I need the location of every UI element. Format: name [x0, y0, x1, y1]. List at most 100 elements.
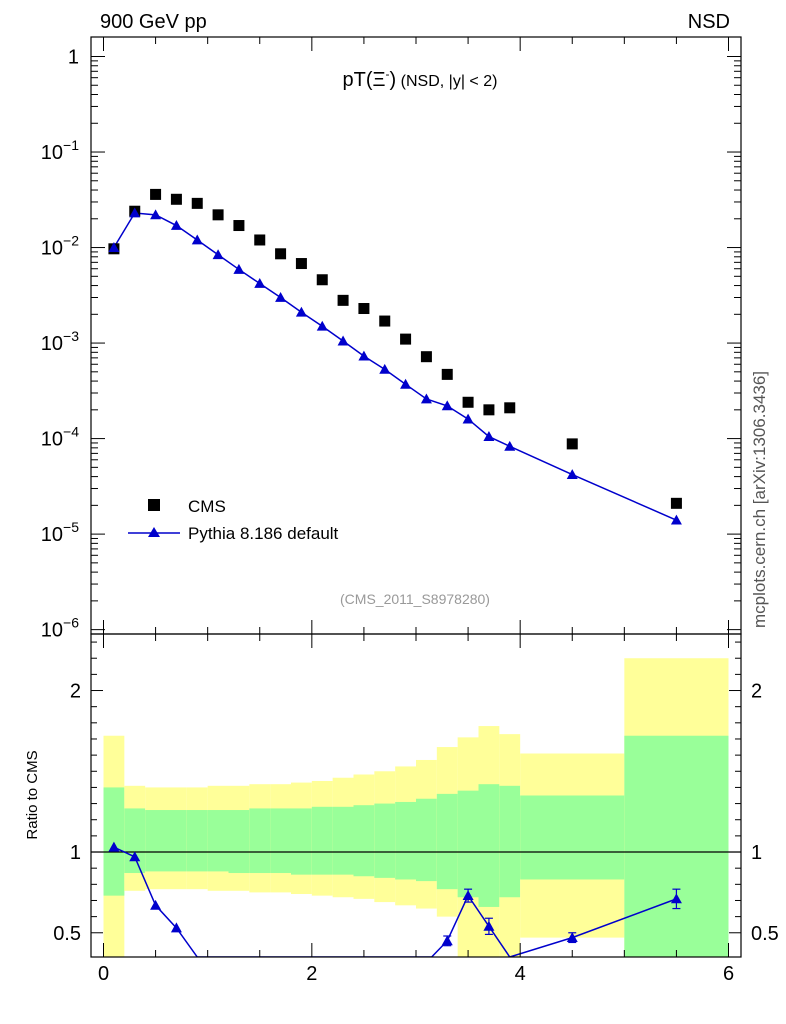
ratio-band-inner: [457, 790, 479, 898]
main-ytick-base: 10: [41, 238, 63, 260]
ratio-panel: 2 2 1 1 0.5 0.5 0 2 4 6: [53, 37, 779, 985]
legend-pythia-label: Pythia 8.186 default: [188, 524, 339, 543]
ratio-band-inner: [291, 808, 312, 875]
main-ytick-exponent: −3: [63, 328, 79, 344]
ratio-band-inner: [520, 795, 625, 880]
ratio-band-inner: [353, 805, 375, 877]
ratio-band-inner: [249, 808, 271, 874]
cms-point: [191, 197, 203, 209]
main-ytick-label: 10−2: [41, 233, 79, 260]
cms-point: [462, 396, 474, 408]
ratio-point: [670, 893, 682, 904]
cms-point: [670, 497, 682, 509]
ratio-ytick-label-left: 1: [70, 842, 81, 864]
ratio-point: [108, 841, 120, 852]
pythia-point: [254, 278, 266, 288]
ratio-bands: [91, 658, 741, 957]
ratio-band-inner: [311, 806, 333, 875]
main-ytick-label: 10−3: [41, 328, 79, 355]
main-ytick-base: 10: [41, 429, 63, 451]
cms-point: [150, 188, 162, 200]
pythia-point: [400, 378, 412, 389]
ratio-ytick-label-left: 2: [70, 681, 81, 703]
ratio-point: [129, 851, 141, 862]
ratio-band-inner: [124, 808, 146, 874]
main-ytick-exponent: −6: [63, 615, 79, 631]
ratio-ytick-label-left: 0.5: [53, 923, 81, 945]
ratio-point: [462, 890, 474, 901]
cms-point: [295, 258, 307, 270]
ratio-point: [483, 920, 495, 931]
xtick-label: 0: [98, 963, 109, 985]
ratio-point: [566, 932, 578, 943]
pythia-point: [108, 242, 120, 252]
pythia-point: [191, 234, 203, 245]
cms-point: [379, 315, 391, 327]
cms-point: [212, 209, 224, 221]
ratio-band-inner: [332, 806, 354, 875]
pythia-point: [316, 320, 328, 331]
pythia-point: [420, 393, 432, 404]
main-ytick-exponent: −1: [63, 137, 79, 153]
title-main: pT(Ξ: [343, 69, 386, 91]
main-ytick-label: 10−6: [41, 615, 79, 642]
title-close: ): [390, 69, 397, 91]
ratio-band-inner: [499, 785, 521, 898]
ratio-band-inner: [478, 784, 500, 907]
main-ytick-label: 10−5: [41, 519, 79, 546]
title-sup: -: [386, 67, 390, 81]
cms-point: [441, 368, 453, 380]
main-data: [108, 188, 682, 525]
main-ytick-base: 10: [41, 620, 63, 642]
ratio-band-inner: [228, 810, 250, 874]
ratio-band-inner: [395, 801, 416, 880]
cms-point: [358, 303, 370, 315]
main-panel: 110−110−210−310−410−510−6: [41, 36, 742, 642]
pythia-point: [462, 413, 474, 424]
pythia-point: [566, 469, 578, 479]
ratio-band-inner: [145, 810, 166, 872]
pythia-point: [170, 220, 182, 230]
pythia-point: [358, 350, 370, 361]
pythia-point: [233, 263, 245, 274]
cms-point: [400, 333, 412, 345]
ratio-band-inner: [103, 787, 125, 896]
ratio-band-inner: [374, 803, 396, 878]
main-frame: [90, 36, 742, 635]
ratio-ytick-label-right: 2: [751, 681, 762, 703]
cms-point: [504, 402, 516, 414]
main-ytick-base: 10: [41, 333, 63, 355]
watermark: (CMS_2011_S8978280): [340, 591, 490, 607]
legend-cms-marker: [148, 499, 160, 511]
title-cond: (NSD, |y| < 2): [396, 73, 497, 90]
cms-point: [170, 193, 182, 205]
cms-point: [233, 220, 245, 232]
pythia-point: [441, 400, 453, 411]
cms-point: [254, 234, 266, 246]
pythia-point: [295, 306, 307, 317]
cms-point: [566, 438, 578, 450]
cms-point: [337, 294, 349, 306]
ratio-ytick-label-right: 0.5: [751, 923, 779, 945]
ratio-band-inner: [416, 798, 437, 882]
main-ytick-exponent: −5: [63, 519, 79, 535]
main-ytick-label: 1: [68, 46, 79, 68]
ratio-band-inner: [207, 810, 229, 872]
header-left-label: 900 GeV pp: [100, 11, 207, 33]
ratio-band-inner: [624, 735, 729, 957]
xtick-label: 2: [306, 963, 317, 985]
header-right-label: NSD: [688, 11, 730, 33]
pythia-point: [129, 207, 141, 218]
main-ytick-label: 10−1: [41, 137, 79, 164]
pythia-point: [379, 363, 391, 374]
ratio-point: [441, 935, 453, 946]
ratio-band-inner: [436, 793, 458, 890]
ratio-band-inner: [186, 810, 208, 872]
main-ytick-base: 10: [41, 142, 63, 164]
pythia-point: [275, 291, 287, 302]
pythia-point: [483, 431, 495, 441]
ratio-point: [170, 922, 182, 933]
pythia-point: [504, 440, 516, 451]
